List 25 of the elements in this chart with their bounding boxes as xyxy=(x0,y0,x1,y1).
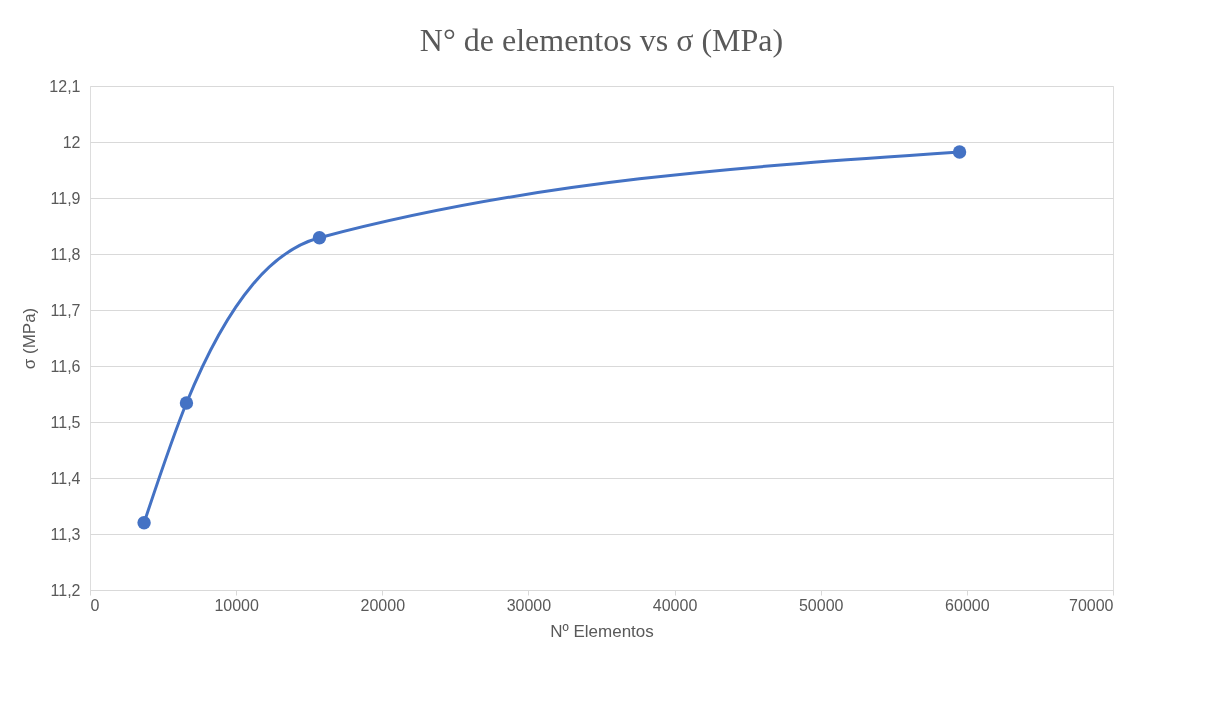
y-tick-label: 11,9 xyxy=(50,189,81,207)
point xyxy=(179,396,194,410)
point xyxy=(312,231,327,245)
x-tick-label: 40000 xyxy=(652,596,698,614)
chart-title: N° de elementos vs σ (MPa) xyxy=(419,22,784,58)
y-tick-label: 12 xyxy=(62,133,81,151)
x-tick-label: 30000 xyxy=(506,596,552,614)
x-axis-title: Nº Elementos xyxy=(550,621,654,641)
point xyxy=(137,516,151,530)
x-tick-label: 70000 xyxy=(1069,596,1114,614)
x-tick-label: 50000 xyxy=(798,596,844,614)
y-axis-title: σ (MPa) xyxy=(20,307,40,370)
y-tick-label: 12,1 xyxy=(49,77,81,95)
y-tick-label: 11,3 xyxy=(50,525,81,543)
x-tick-label: 20000 xyxy=(360,596,406,614)
x-tick-label: 60000 xyxy=(945,596,990,614)
x-tick-label: 10000 xyxy=(214,596,259,614)
y-tick-label: 11,6 xyxy=(50,357,81,375)
y-tick-label: 11,2 xyxy=(50,581,81,599)
y-tick-label: 11,4 xyxy=(50,469,81,487)
y-tick-label: 11,5 xyxy=(50,413,81,431)
x-tick-label: 0 xyxy=(90,596,100,614)
point xyxy=(952,145,967,159)
y-tick-label: 11,8 xyxy=(50,245,81,263)
y-tick-label: 11,7 xyxy=(50,301,81,319)
